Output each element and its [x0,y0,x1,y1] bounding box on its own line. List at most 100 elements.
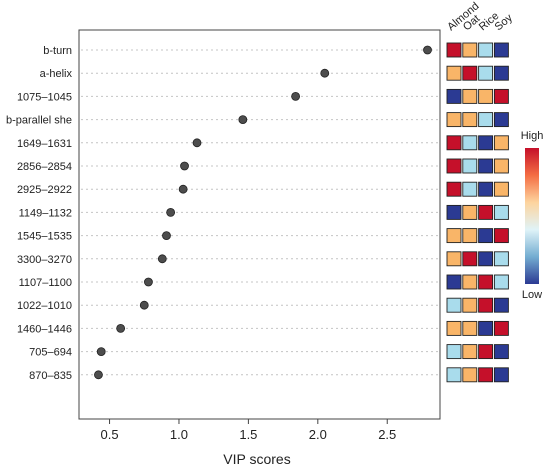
y-tick-label: 2856–2854 [17,161,72,173]
y-tick-labels: b-turn a-helix 1075–1045 b-parallel she 1649… [6,45,73,382]
y-tick-label: 870–835 [29,370,72,382]
heatmap-cell [462,320,478,336]
heatmap-cell [462,112,478,128]
heatmap-cell [493,135,509,151]
heatmap-cells [446,42,509,383]
heatmap-cell [446,367,462,383]
grid-lines [81,49,438,376]
y-tick-label: 1649–1631 [17,138,72,150]
data-point [320,68,330,78]
x-axis: 0.5 1.0 1.5 2.0 2.5 [101,419,396,442]
heatmap-cell [478,320,494,336]
heatmap-cell [478,251,494,267]
data-point [139,300,149,310]
legend-low-label: Low [522,289,542,301]
y-tick-label: b-turn [43,45,72,57]
heatmap-cell [493,204,509,220]
heatmap-cell [446,158,462,174]
heatmap-cell [446,251,462,267]
data-point [192,138,202,148]
heatmap-cell [478,297,494,313]
heatmap-cell [446,135,462,151]
data-point [180,161,189,171]
heatmap-cell [462,297,478,313]
heatmap-cell [446,344,462,360]
color-legend-bar [525,148,539,284]
heatmap-cell [446,42,462,58]
heatmap-cell [446,297,462,313]
heatmap-cell [493,251,509,267]
data-point [291,92,301,101]
heatmap-cell [462,88,478,104]
heatmap-cell [493,274,509,290]
data-point [162,231,171,241]
heatmap-cell [446,181,462,197]
heatmap-cell [446,228,462,244]
y-tick-label: 1545–1535 [17,231,72,243]
heatmap-cell [493,65,509,81]
heatmap-cell [446,112,462,128]
data-point [116,323,126,333]
x-tick-label: 1.5 [239,427,257,442]
data-point [178,184,188,194]
heatmap-cell [493,181,509,197]
heatmap-cell [493,158,509,174]
heatmap-cell [478,42,494,58]
heatmap-cell [478,181,494,197]
heatmap-cell [462,204,478,220]
heatmap-cell [493,88,509,104]
heatmap-cell [493,367,509,383]
heatmap-cell [478,367,494,383]
heatmap-cell [462,65,478,81]
x-tick-label: 2.0 [309,427,327,442]
x-tick-label: 2.5 [378,427,396,442]
heatmap-cell [478,228,494,244]
heatmap-cell [478,344,494,360]
x-tick-label: 0.5 [101,427,119,442]
heatmap-cell [446,204,462,220]
heatmap-cell [493,42,509,58]
x-axis-title: VIP scores [223,451,290,467]
heatmap-cell [462,228,478,244]
y-tick-label: 705–694 [29,347,72,359]
heatmap-cell [493,320,509,336]
heatmap-cell [462,274,478,290]
heatmap-cell [478,135,494,151]
heatmap-cell [478,204,494,220]
heatmap-cell [478,274,494,290]
data-point [157,254,167,264]
heatmap-cell [446,320,462,336]
heatmap-cell [462,367,478,383]
heatmap-cell [462,344,478,360]
data-point [166,207,176,217]
y-tick-label: 1107–1100 [19,277,72,289]
heatmap-cell [493,112,509,128]
heatmap-cell [493,344,509,360]
data-points [94,45,432,380]
y-tick-label: 1075–1045 [17,91,72,103]
heatmap-cell [493,228,509,244]
data-point [96,347,106,357]
heatmap-cell [462,135,478,151]
heatmap-cell [462,251,478,267]
legend-high-label: High [521,130,544,142]
heatmap-cell [478,158,494,174]
x-tick-label: 1.0 [170,427,188,442]
heatmap-cell [462,42,478,58]
y-tick-label: 1460–1446 [17,323,72,335]
y-tick-label: a-helix [40,68,73,80]
y-tick-label: 1149–1132 [19,207,72,219]
y-tick-label: 2925–2922 [17,184,72,196]
heatmap-cell [446,88,462,104]
data-point [238,115,248,124]
data-point [144,277,153,287]
heatmap-cell [462,181,478,197]
y-tick-label: 3300–3270 [17,254,72,266]
heatmap-cell [446,274,462,290]
heatmap-cell [462,158,478,174]
plot-frame [78,29,441,420]
data-point [423,45,432,55]
heatmap-cell [493,297,509,313]
